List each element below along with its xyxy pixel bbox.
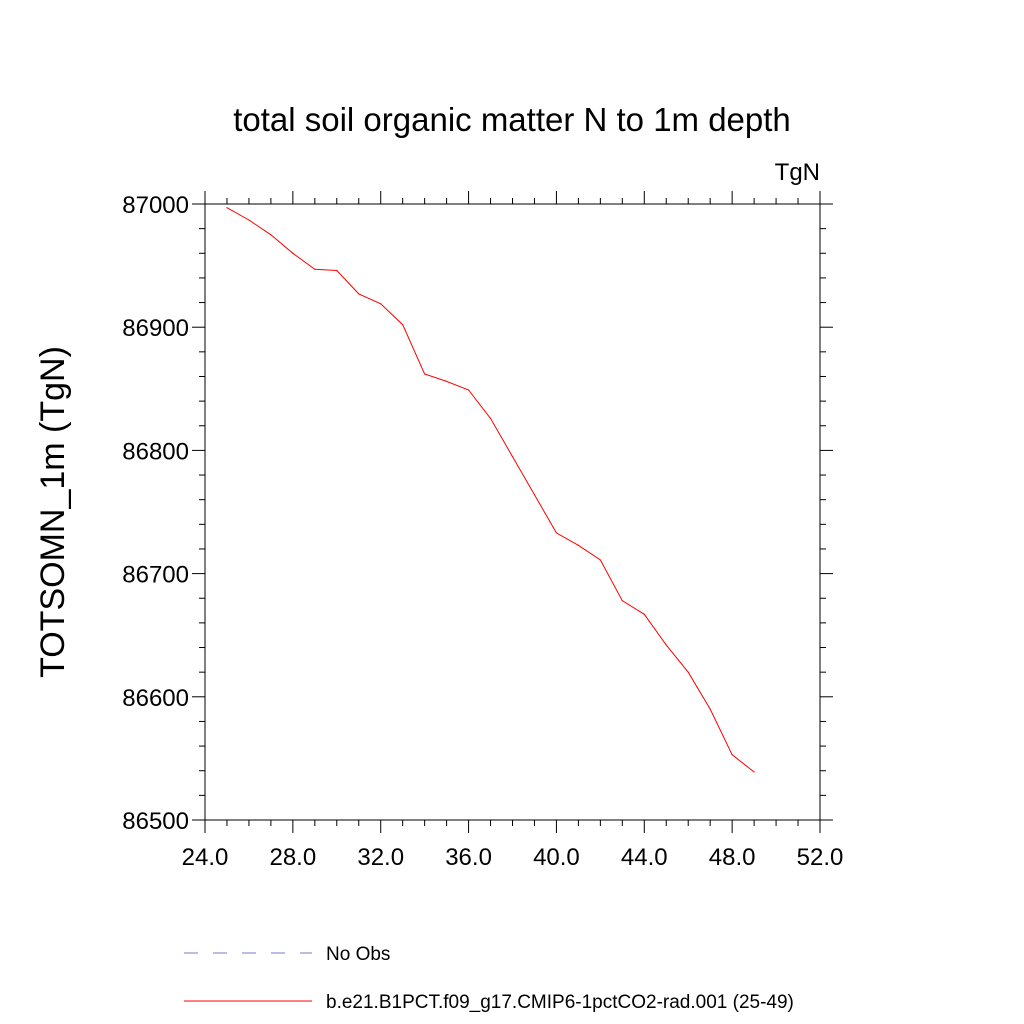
- data-point: [489, 417, 492, 419]
- data-point: [599, 559, 601, 561]
- plot-frame: [204, 203, 821, 821]
- data-point: [248, 219, 250, 221]
- chart-title: total soil organic matter N to 1m depth: [233, 101, 791, 138]
- data-point: [643, 613, 645, 615]
- data-point: [270, 234, 272, 236]
- x-tick-label: 36.0: [445, 844, 492, 871]
- data-point: [533, 494, 536, 496]
- tick-labels: 24.0 28.0 32.0 36.0 40.0 44.0 48.0 52.0 86500 866…: [122, 192, 843, 871]
- data-point: [467, 389, 470, 391]
- data-point: [621, 600, 623, 602]
- x-tick-label: 48.0: [709, 844, 756, 871]
- x-tick-label: 52.0: [797, 844, 844, 871]
- y-tick-label: 86600: [122, 685, 189, 712]
- y-tick-label: 86800: [122, 438, 189, 465]
- legend-label-1: b.e21.B1PCT.f09_g17.CMIP6-1pctCO2-rad.00…: [326, 992, 794, 1013]
- data-point: [446, 380, 448, 383]
- y-tick-label: 87000: [122, 192, 189, 219]
- y-axis-label: TOTSOMN_1m (TgN): [34, 346, 72, 678]
- y-tick-label: 86500: [122, 808, 189, 835]
- x-tick-label: 32.0: [357, 844, 404, 871]
- x-tick-label: 24.0: [182, 844, 229, 871]
- data-point: [687, 671, 689, 673]
- units-label: TgN: [775, 159, 820, 186]
- data-point: [709, 708, 711, 710]
- data-point: [731, 754, 733, 756]
- data-point: [424, 373, 426, 375]
- data-point: [358, 293, 360, 295]
- series-group: [226, 207, 755, 773]
- x-tick-label: 40.0: [533, 844, 580, 871]
- data-point: [336, 269, 338, 272]
- data-point: [292, 252, 294, 254]
- y-tick-label: 86700: [122, 562, 189, 589]
- legend: No Obs b.e21.B1PCT.f09_g17.CMIP6-1pctCO2-…: [184, 944, 794, 1013]
- x-tick-label: 44.0: [621, 844, 668, 871]
- axis-ticks: [192, 191, 833, 833]
- x-tick-label: 28.0: [269, 844, 316, 871]
- data-point: [665, 644, 667, 646]
- data-point: [402, 324, 404, 326]
- data-point: [314, 268, 316, 270]
- data-point: [380, 303, 382, 305]
- data-point: [226, 207, 228, 209]
- series-line-0: [226, 207, 755, 773]
- y-tick-label: 86900: [122, 315, 189, 342]
- data-point: [511, 455, 514, 458]
- data-point: [577, 544, 579, 546]
- data-point: [753, 771, 755, 773]
- legend-label-0: No Obs: [326, 944, 390, 965]
- data-point: [555, 532, 558, 534]
